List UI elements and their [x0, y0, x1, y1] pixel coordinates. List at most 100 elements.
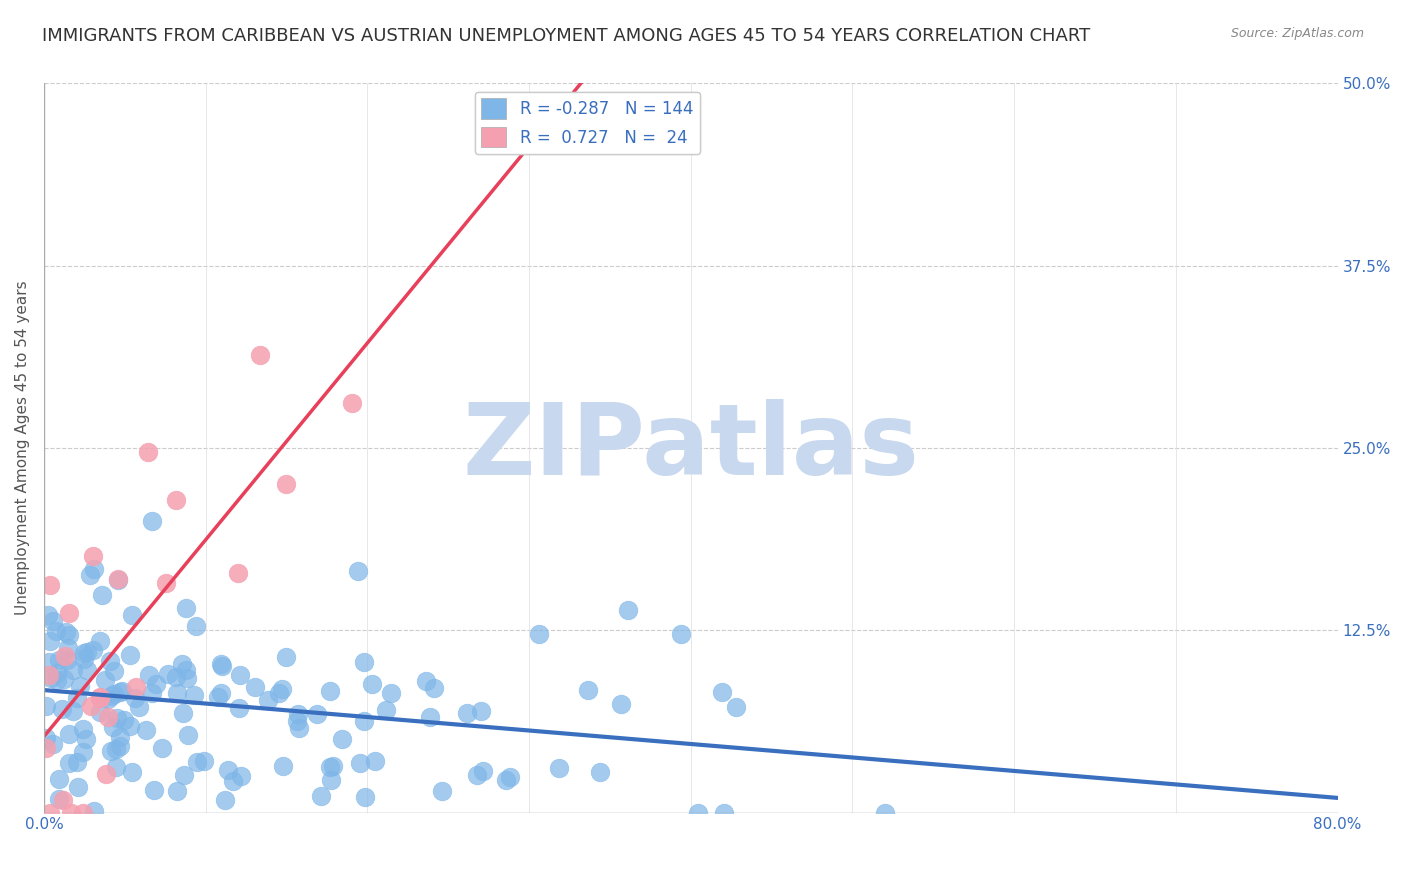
Point	[110, 739, 132, 753]
Point	[285, 714, 308, 728]
Point	[166, 783, 188, 797]
Point	[217, 763, 239, 777]
Point	[89, 705, 111, 719]
Point	[58, 607, 80, 621]
Point	[118, 648, 141, 662]
Point	[430, 783, 453, 797]
Point	[103, 664, 125, 678]
Point	[713, 805, 735, 820]
Point	[89, 691, 111, 706]
Point	[330, 732, 353, 747]
Point	[42, 614, 65, 628]
Point	[311, 789, 333, 804]
Point	[207, 690, 229, 704]
Point	[112, 713, 135, 727]
Point	[89, 634, 111, 648]
Point	[588, 764, 610, 779]
Point	[121, 764, 143, 779]
Point	[52, 793, 75, 807]
Point	[135, 723, 157, 737]
Point	[499, 770, 522, 784]
Point	[465, 767, 488, 781]
Point	[58, 628, 80, 642]
Point	[69, 680, 91, 694]
Point	[166, 686, 188, 700]
Point	[96, 767, 118, 781]
Point	[269, 686, 291, 700]
Point	[243, 680, 266, 694]
Point	[42, 737, 65, 751]
Point	[176, 671, 198, 685]
Point	[319, 772, 342, 787]
Point	[287, 706, 309, 721]
Point	[256, 693, 278, 707]
Point	[79, 568, 101, 582]
Point	[48, 653, 70, 667]
Point	[342, 396, 364, 410]
Point	[423, 681, 446, 695]
Point	[360, 677, 382, 691]
Point	[470, 704, 492, 718]
Point	[319, 760, 342, 774]
Point	[56, 640, 79, 655]
Point	[617, 603, 640, 617]
Text: Source: ZipAtlas.com: Source: ZipAtlas.com	[1230, 27, 1364, 40]
Point	[48, 772, 70, 787]
Point	[165, 492, 187, 507]
Point	[209, 657, 232, 671]
Point	[249, 348, 271, 362]
Point	[288, 721, 311, 735]
Point	[172, 706, 194, 720]
Point	[66, 691, 89, 706]
Point	[138, 668, 160, 682]
Point	[39, 633, 62, 648]
Point	[82, 642, 104, 657]
Point	[184, 619, 207, 633]
Point	[108, 730, 131, 744]
Point	[39, 578, 62, 592]
Point	[39, 671, 62, 685]
Point	[58, 727, 80, 741]
Point	[105, 742, 128, 756]
Point	[37, 608, 59, 623]
Point	[94, 673, 117, 687]
Point	[176, 663, 198, 677]
Point	[72, 745, 94, 759]
Point	[103, 720, 125, 734]
Point	[66, 755, 89, 769]
Point	[276, 476, 298, 491]
Point	[347, 564, 370, 578]
Y-axis label: Unemployment Among Ages 45 to 54 years: Unemployment Among Ages 45 to 54 years	[15, 281, 30, 615]
Point	[214, 793, 236, 807]
Point	[52, 672, 75, 686]
Point	[183, 688, 205, 702]
Point	[229, 668, 252, 682]
Text: ZIPatlas: ZIPatlas	[463, 400, 920, 497]
Point	[136, 445, 159, 459]
Point	[72, 722, 94, 736]
Point	[156, 666, 179, 681]
Point	[34, 731, 56, 745]
Point	[75, 732, 97, 747]
Point	[177, 728, 200, 742]
Point	[472, 764, 495, 778]
Point	[91, 588, 114, 602]
Point	[38, 655, 60, 669]
Point	[322, 759, 344, 773]
Point	[271, 682, 294, 697]
Point	[35, 741, 58, 756]
Point	[44, 624, 66, 638]
Point	[55, 624, 77, 639]
Point	[103, 687, 125, 701]
Point	[73, 652, 96, 666]
Point	[380, 686, 402, 700]
Point	[415, 674, 437, 689]
Point	[107, 574, 129, 588]
Point	[873, 805, 896, 820]
Point	[38, 668, 60, 682]
Point	[48, 792, 70, 806]
Point	[118, 719, 141, 733]
Point	[375, 703, 398, 717]
Point	[110, 685, 132, 699]
Point	[173, 768, 195, 782]
